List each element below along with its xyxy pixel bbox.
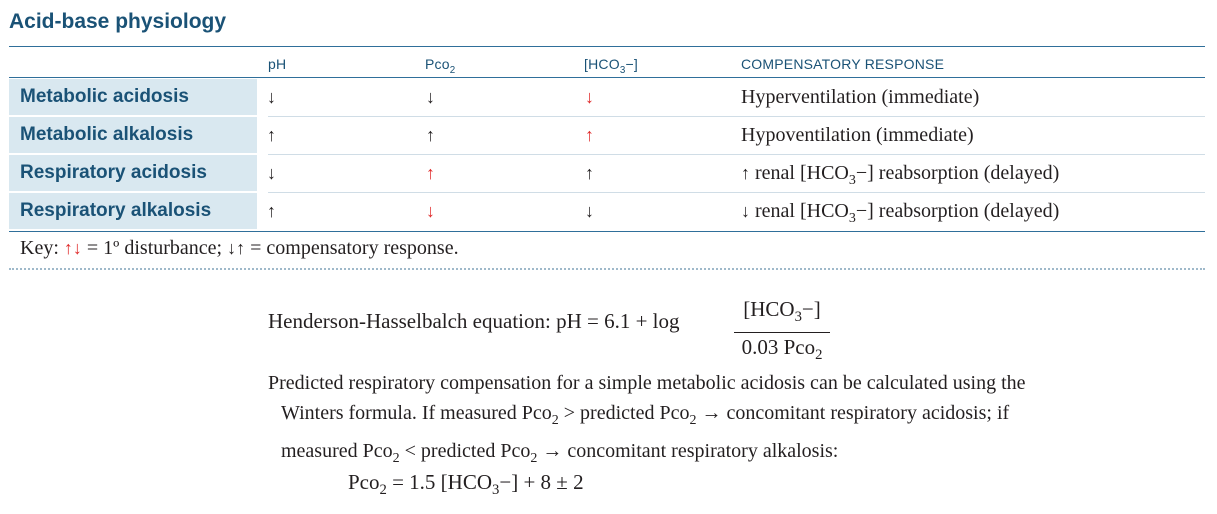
pco2-down-arrow-icon: ↓ [426, 87, 435, 107]
pco2-down-arrow-icon: ↓ [426, 201, 435, 221]
header-pco2: Pco2 [425, 56, 456, 76]
header-hco3: [HCO3−] [584, 56, 638, 76]
table-row: Respiratory alkalosis ↑ ↓ ↓ ↓ renal [HCO… [9, 193, 1205, 231]
row-label: Respiratory alkalosis [9, 193, 257, 229]
hco3-up-arrow-icon: ↑ [585, 125, 594, 145]
ph-up-arrow-icon: ↑ [267, 201, 276, 221]
page-title: Acid-base physiology [9, 10, 227, 33]
row-label: Respiratory acidosis [9, 155, 257, 191]
ph-down-arrow-icon: ↓ [267, 163, 276, 183]
table-row: Respiratory acidosis ↓ ↑ ↑ ↑ renal [HCO3… [9, 155, 1205, 193]
winters-formula: Pco2 = 1.5 [HCO3−] + 8 ± 2 [348, 470, 584, 499]
down-arrow-icon: ↓ [741, 201, 750, 221]
red-arrows-icon: ↑↓ [63, 238, 82, 258]
black-arrows-icon: ↓↑ [227, 238, 246, 258]
hco3-down-arrow-icon: ↓ [585, 201, 594, 221]
table-header-rule [9, 77, 1205, 78]
header-compensatory-response: COMPENSATORY RESPONSE [741, 56, 945, 72]
compensatory-response: Hypoventilation (immediate) [741, 124, 974, 146]
up-arrow-icon: ↑ [741, 163, 750, 183]
table-bottom-rule [9, 231, 1205, 232]
row-label: Metabolic alkalosis [9, 117, 257, 153]
table-top-rule [9, 46, 1205, 47]
hco3-up-arrow-icon: ↑ [585, 163, 594, 183]
compensatory-response: ↑ renal [HCO3−] reabsorption (delayed) [741, 162, 1060, 188]
hco3-down-arrow-icon: ↓ [585, 87, 594, 107]
pco2-up-arrow-icon: ↑ [426, 163, 435, 183]
table-key: Key: ↑↓ = 1º disturbance; ↓↑ = compensat… [20, 237, 459, 259]
ph-down-arrow-icon: ↓ [267, 87, 276, 107]
pco2-up-arrow-icon: ↑ [426, 125, 435, 145]
winters-paragraph: Predicted respiratory compensation for a… [268, 372, 1026, 466]
equation-fraction: [HCO3−] 0.03 Pco2 [734, 295, 830, 368]
dotted-divider [9, 268, 1205, 270]
compensatory-response: Hyperventilation (immediate) [741, 86, 980, 108]
table-row: Metabolic alkalosis ↑ ↑ ↑ Hypoventilatio… [9, 117, 1205, 155]
table-header: pH Pco2 [HCO3−] COMPENSATORY RESPONSE [0, 53, 1217, 77]
compensatory-response: ↓ renal [HCO3−] reabsorption (delayed) [741, 200, 1060, 226]
table-row: Metabolic acidosis ↓ ↓ ↓ Hyperventilatio… [9, 79, 1205, 117]
header-ph: pH [268, 56, 287, 72]
row-label: Metabolic acidosis [9, 79, 257, 115]
ph-up-arrow-icon: ↑ [267, 125, 276, 145]
